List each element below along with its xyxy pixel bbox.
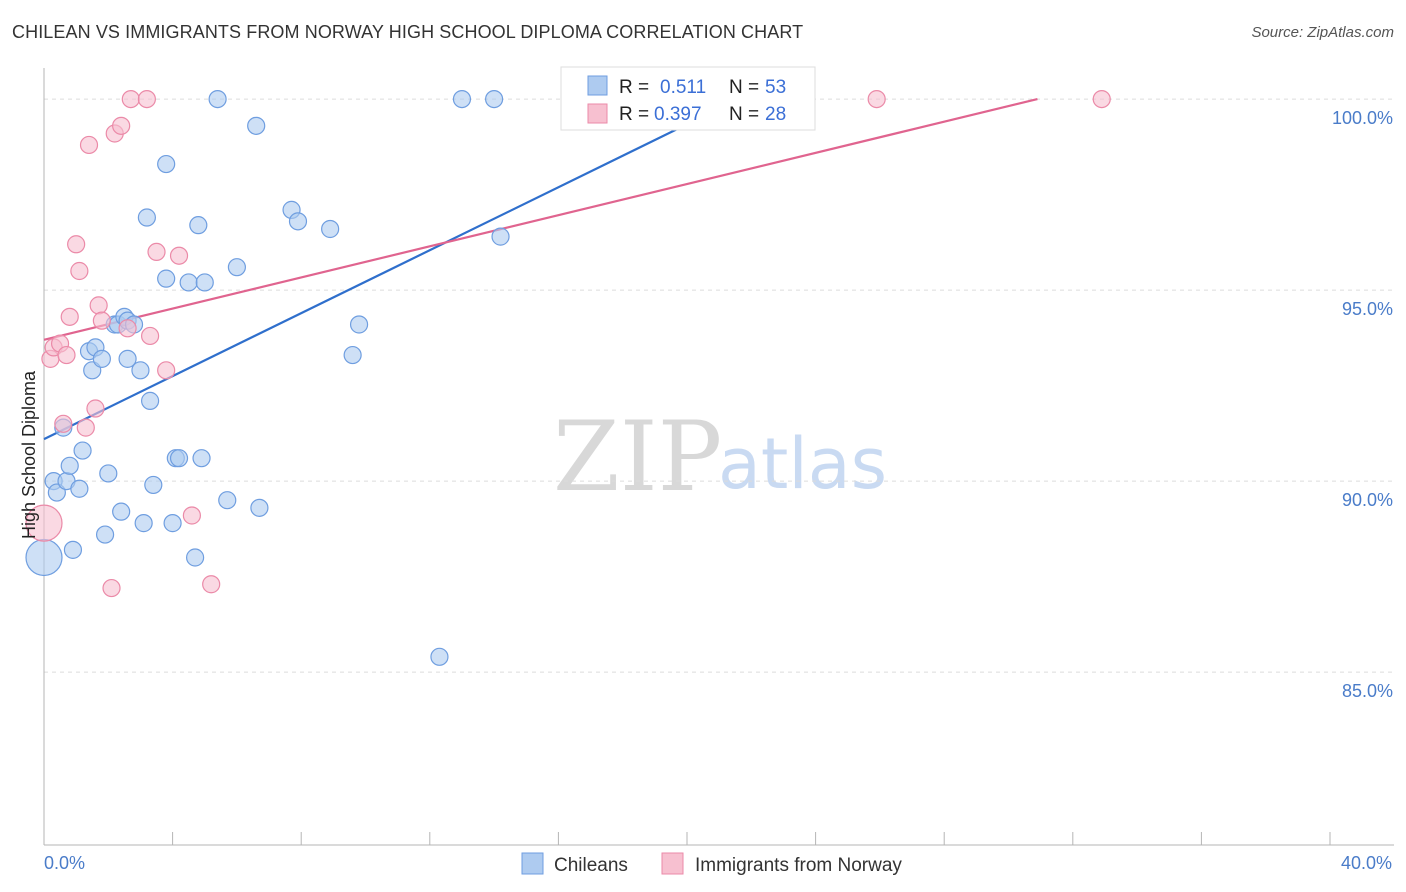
norway-point [157,361,176,380]
chileans-point [73,441,92,460]
chileans-point [118,349,137,368]
norway-point [86,399,105,418]
norway-point [140,326,160,346]
norway-point [182,506,201,525]
chileans-point [349,315,369,334]
stats-legend: R = 0.511 N = 53 R = 0.397 N = 28 [560,66,816,131]
norway-point [137,89,156,109]
legend-n-value-pink: 28 [765,104,786,125]
x-tick-label-min: 0.0% [44,853,85,873]
chileans-point [112,502,131,521]
legend-n-label-pink: N = [729,104,759,125]
norway-point [67,235,86,254]
series-legend: Chileans Immigrants from Norway [521,852,902,876]
chileans-point [63,540,83,559]
grid-lines [44,98,1394,673]
y-tick-label: 85.0% [1342,681,1393,701]
legend-r-value-blue: 0.511 [660,77,706,98]
chileans-point [157,269,176,288]
chileans-point [288,212,308,231]
y-tick-label: 90.0% [1342,490,1393,510]
chileans-point [163,514,182,533]
chileans-point [452,89,472,109]
chileans-point [134,514,153,533]
norway-point [121,89,140,109]
y-tick-labels: 85.0% 90.0% 95.0% 100.0% [1332,108,1393,701]
norway-point [118,319,137,338]
norway-point [76,418,95,437]
chileans-point [92,349,111,368]
chileans-point [70,479,89,498]
chileans-point [321,219,340,239]
bottom-legend-label-chileans: Chileans [554,855,628,876]
y-tick-label: 95.0% [1342,299,1393,319]
norway-point [202,575,221,594]
bottom-legend-swatch-chileans [521,852,544,875]
x-axis-ticks [43,832,1331,845]
x-tick-label-max: 40.0% [1341,853,1392,873]
chileans-point [250,498,269,517]
source-credit: Source: ZipAtlas.com [1251,24,1394,41]
norway-point [102,578,121,598]
chart-title: CHILEAN VS IMMIGRANTS FROM NORWAY HIGH S… [12,22,804,42]
chileans-point [218,491,237,510]
norway-point [25,504,63,542]
chileans-point [195,273,214,292]
legend-n-label-blue: N = [729,77,759,98]
chileans-point [192,449,211,468]
chileans-point [227,258,246,277]
norway-point [60,307,79,326]
norway-point [1092,89,1111,109]
chileans-point [169,449,189,468]
chileans-point [25,538,63,577]
norway-point [112,116,131,135]
chileans-point [157,154,176,174]
chileans-point [430,647,449,666]
chileans-point [189,216,208,235]
chileans-point [140,391,160,410]
y-tick-label: 100.0% [1332,108,1393,128]
legend-r-label-pink: R = [619,104,649,125]
data-points [25,89,1111,666]
norway-trend-line [43,98,1038,341]
legend-n-value-blue: 53 [765,77,786,98]
norway-point [79,135,99,155]
norway-point [92,311,111,330]
legend-swatch-chileans [587,75,608,96]
chileans-point [137,208,156,227]
bottom-legend-label-norway: Immigrants from Norway [695,855,902,876]
legend-swatch-norway [587,103,608,124]
norway-point [54,414,73,433]
norway-point [169,246,189,265]
chileans-point [208,89,227,109]
chileans-trend-line [43,98,739,441]
norway-point [147,242,166,261]
watermark: ZIP atlas [553,401,887,513]
legend-r-value-pink: 0.397 [654,104,702,125]
bottom-legend-swatch-norway [661,852,684,875]
chileans-point [179,273,198,292]
norway-point [70,261,89,281]
y-axis-label: High School Diploma [19,370,39,539]
chileans-point [485,89,504,109]
watermark-zip: ZIP [553,401,722,513]
norway-point [89,296,108,315]
chileans-point [186,548,205,567]
chileans-point [99,464,118,483]
norway-point [867,89,886,109]
chileans-point [491,227,510,246]
chileans-point [343,345,362,365]
legend-r-label-blue: R = [619,77,649,98]
trend-lines [43,98,1038,441]
watermark-atlas: atlas [718,423,887,505]
chileans-point [131,361,150,380]
chileans-point [247,116,266,135]
chileans-point [60,456,79,475]
chileans-point [95,525,115,544]
chileans-point [144,475,163,495]
norway-point [57,345,76,365]
